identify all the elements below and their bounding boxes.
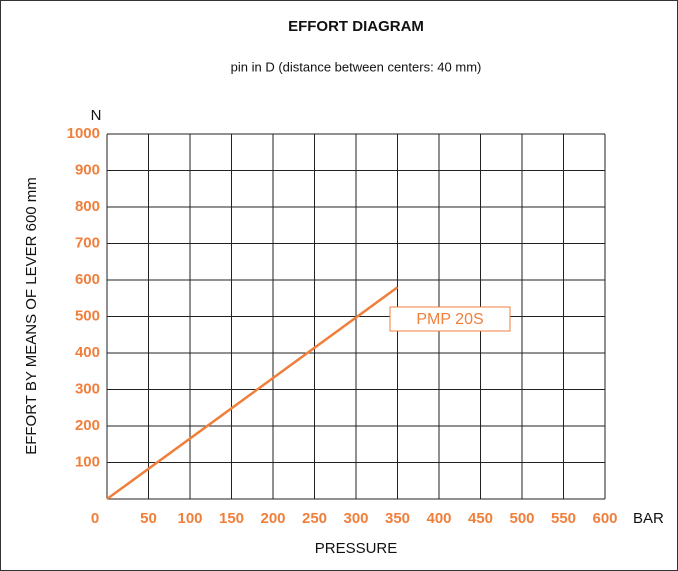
y-tick-label: 100 xyxy=(75,453,100,470)
y-tick-label: 900 xyxy=(75,161,100,178)
data-line xyxy=(106,286,399,501)
series-label: PMP 20S xyxy=(416,311,483,328)
x-tick-label: 600 xyxy=(592,510,617,527)
chart-subtitle: pin in D (distance between centers: 40 m… xyxy=(231,59,482,74)
y-tick-label: 200 xyxy=(75,417,100,434)
y-tick-label: 800 xyxy=(75,198,100,215)
x-tick-label: 300 xyxy=(343,510,368,527)
x-tick-label: 150 xyxy=(219,510,244,527)
x-tick-label: 100 xyxy=(177,510,202,527)
x-tick-label: 500 xyxy=(509,510,534,527)
y-tick-label: 400 xyxy=(75,344,100,361)
y-tick-label: 500 xyxy=(75,307,100,324)
y-tick-label: 600 xyxy=(75,271,100,288)
y-tick-label: 1000 xyxy=(67,125,100,142)
x-tick-label: 250 xyxy=(302,510,327,527)
series-label-box xyxy=(389,306,511,332)
x-tick-label: 400 xyxy=(426,510,451,527)
y-unit: N xyxy=(91,107,102,124)
x-axis-label: PRESSURE xyxy=(315,540,398,557)
x-tick-label: 350 xyxy=(385,510,410,527)
y-axis-label: EFFORT BY MEANS OF LEVER 600 mm xyxy=(23,177,40,455)
x-tick-label: 550 xyxy=(551,510,576,527)
x-tick-label: 450 xyxy=(468,510,493,527)
y-tick-label: 700 xyxy=(75,234,100,251)
x-tick-label: 50 xyxy=(140,510,157,527)
x-tick-label: 0 xyxy=(91,510,99,527)
y-tick-label: 300 xyxy=(75,380,100,397)
x-tick-label: 200 xyxy=(260,510,285,527)
chart-title: EFFORT DIAGRAM xyxy=(288,18,424,35)
x-unit: BAR xyxy=(633,510,664,527)
